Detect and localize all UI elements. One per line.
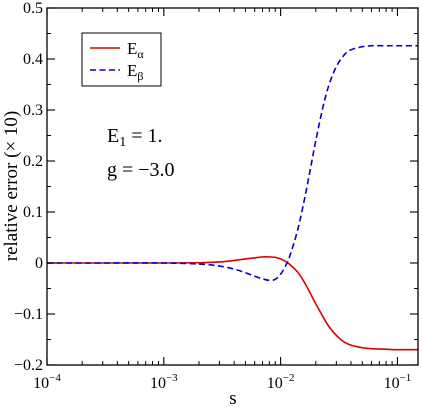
x-tick-label: 10−4 xyxy=(33,372,61,392)
series-layer xyxy=(47,44,419,351)
y-tick-label: −0.2 xyxy=(14,357,43,374)
y-tick-label: 0.1 xyxy=(23,204,43,221)
x-axis-label: s xyxy=(229,388,236,407)
annotation-g: g = −3.0 xyxy=(107,159,175,181)
y-tick-label: 0.2 xyxy=(23,153,43,170)
axis-ticks xyxy=(46,7,418,366)
legend-label-e-beta: Eβ xyxy=(127,61,144,83)
series-line-1 xyxy=(47,44,418,282)
axis-tick-labels: 10−4 10−3 10−2 10−1 −0.2 −0.1 0 0.1 0.2 0.3 0.4 0.5 xyxy=(14,0,411,392)
legend-box xyxy=(81,32,162,87)
y-tick-label: 0.4 xyxy=(23,51,43,68)
y-tick-label: 0 xyxy=(35,255,43,272)
x-tick-label: 10−3 xyxy=(150,372,178,392)
annotation-e1: E1 = 1. xyxy=(107,125,163,150)
series-line-0 xyxy=(47,255,419,351)
x-tick-label: 10−1 xyxy=(384,372,412,392)
legend: Eα Eβ xyxy=(81,32,162,87)
legend-label-e-alpha: Eα xyxy=(127,39,144,61)
y-tick-label: 0.3 xyxy=(23,102,43,119)
x-tick-label: 10−2 xyxy=(267,372,295,392)
y-axis-label: relative error (× 10) xyxy=(1,111,22,262)
y-tick-label: 0.5 xyxy=(23,0,43,17)
y-tick-label: −0.1 xyxy=(14,306,43,323)
